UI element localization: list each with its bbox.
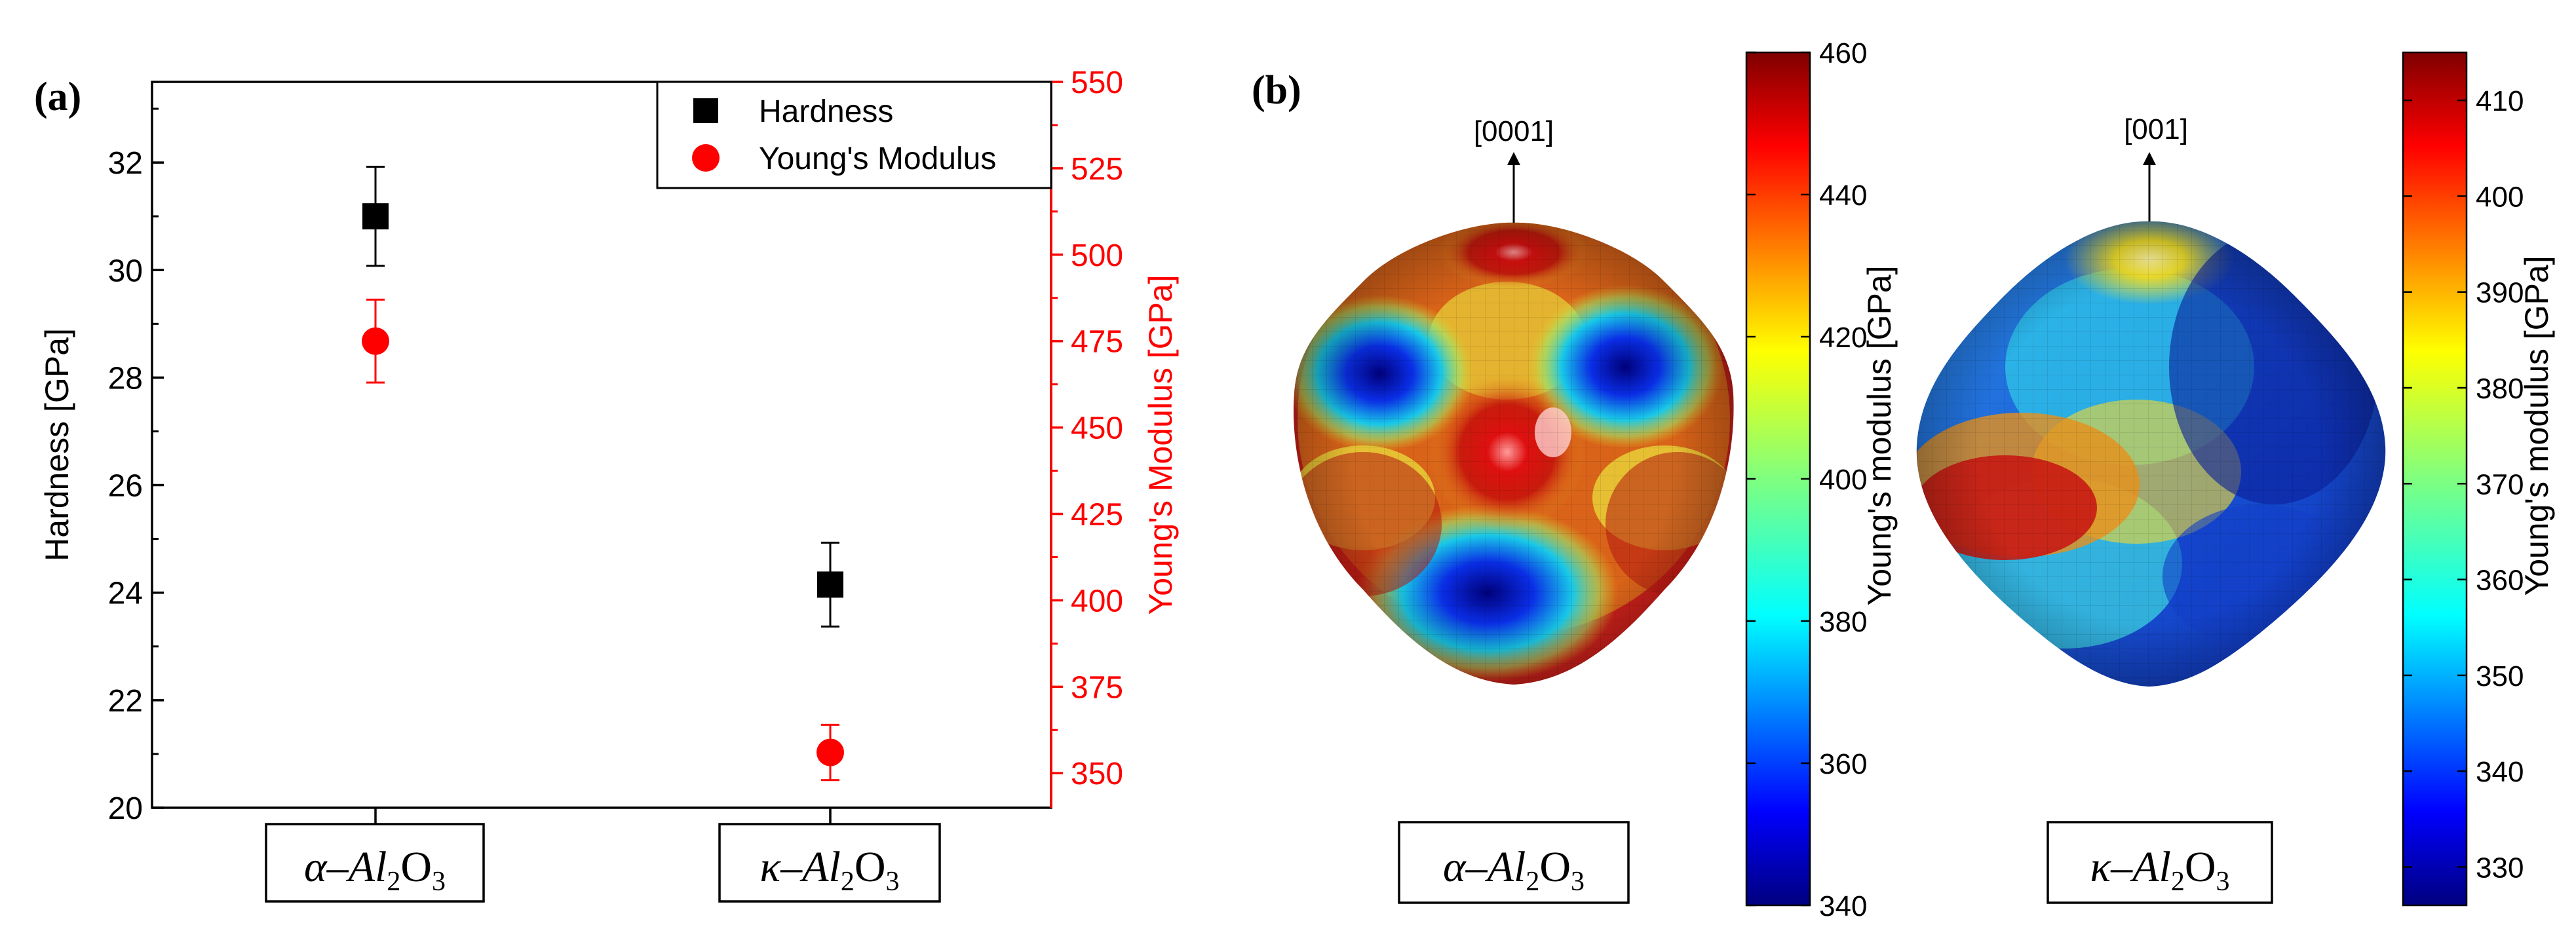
left-tick-label: 32: [108, 146, 143, 181]
colorbar-tick-label: 340: [2476, 756, 2524, 788]
hardness-point: [362, 203, 389, 230]
kappa-arrow-head: [2143, 152, 2156, 165]
alpha-caption-box: [1398, 821, 1630, 904]
alpha-colorbar: [1745, 51, 1811, 907]
kappa-caption-box: [2047, 821, 2273, 904]
kappa-caption: κ–Al2O3: [2090, 843, 2229, 897]
kappa-direction-label: [001]: [2124, 113, 2188, 145]
panel-label-a: (a): [34, 75, 81, 119]
right-axis-label: Young's Modulus [GPa]: [1142, 274, 1179, 614]
legend: Hardness Young's Modulus: [656, 81, 1052, 189]
youngs-modulus-point: [362, 327, 389, 355]
right-tick-label: 350: [1071, 757, 1123, 791]
colorbar-tick-label: 340: [1819, 890, 1867, 922]
right-tick-label: 375: [1071, 670, 1123, 705]
left-tick-label: 24: [108, 576, 143, 611]
right-tick-label: 500: [1071, 238, 1123, 273]
panel-label-b: (b): [1252, 68, 1301, 113]
colorbar-tick-label: 350: [2476, 660, 2524, 692]
colorbar-tick-label: 410: [2476, 85, 2524, 117]
alpha-caption: α–Al2O3: [1443, 843, 1585, 897]
kappa-colorbar-label: Young's modulus [GPa]: [2518, 255, 2555, 595]
right-tick-label: 450: [1071, 411, 1123, 446]
kappa-surface: [001]: [1916, 113, 2386, 687]
colorbar-tick-label: 400: [2476, 181, 2524, 213]
colorbar-tick-label: 360: [2476, 565, 2524, 597]
left-tick-label: 20: [108, 791, 143, 826]
x-tick-label-kappa: κ–Al2O3: [759, 843, 899, 897]
right-axis-ticks: 350 375 400 425 450 475 500 525 550: [1051, 66, 1123, 791]
youngs-modulus-point: [817, 738, 844, 766]
kappa-colorbar: [2402, 51, 2468, 907]
plot-frame: [151, 81, 1052, 809]
colorbar-tick-label: 420: [1819, 322, 1867, 354]
left-tick-label: 22: [108, 684, 143, 719]
colorbar-tick-label: 380: [2476, 373, 2524, 405]
colorbar-tick-label: 370: [2476, 468, 2524, 500]
alpha-surface: [0001]: [1294, 115, 1734, 685]
colorbar-tick-label: 390: [2476, 277, 2524, 309]
hardness-point: [817, 571, 843, 598]
left-axis-ticks: 20 22 24 26 28 30 32: [108, 107, 164, 826]
right-tick-label: 425: [1071, 498, 1123, 533]
legend-hardness-label: Hardness: [759, 94, 893, 129]
alpha-arrow-head: [1507, 152, 1520, 165]
right-tick-label: 475: [1071, 325, 1123, 360]
left-tick-label: 26: [108, 469, 143, 504]
x-label-box-alpha: [265, 823, 485, 903]
left-axis-label: Hardness [GPa]: [39, 328, 75, 561]
right-tick-label: 550: [1071, 66, 1123, 100]
legend-youngs-marker: [692, 144, 720, 172]
alpha-direction-label: [0001]: [1474, 115, 1554, 147]
right-tick-label: 525: [1071, 152, 1123, 187]
alpha-colorbar-label: Young's modulus [GPa]: [1861, 265, 1898, 605]
left-tick-label: 30: [108, 254, 143, 288]
legend-box: [656, 81, 1052, 189]
left-tick-label: 28: [108, 361, 143, 396]
colorbar-tick-label: 440: [1819, 179, 1867, 212]
x-label-box-kappa: [718, 823, 941, 903]
panel-b: (b) [0001]: [1252, 37, 2555, 922]
colorbar-tick-label: 380: [1819, 606, 1867, 638]
panel-a: (a) 20 22 24 26 28 30 32 350 375 400 425 450 475 500…: [34, 66, 1179, 903]
colorbar-tick-label: 400: [1819, 464, 1867, 496]
x-tick-label-alpha: α–Al2O3: [304, 843, 446, 897]
colorbar-tick-label: 360: [1819, 748, 1867, 780]
colorbar-tick-label: 460: [1819, 37, 1867, 69]
alpha-colorbar-ticks: 340 360 380 400 420 440 460: [1746, 37, 1867, 922]
series-layer: [362, 166, 844, 782]
legend-hardness-marker: [693, 98, 718, 123]
legend-youngs-label: Young's Modulus: [759, 142, 996, 176]
right-tick-label: 400: [1071, 584, 1123, 618]
colorbar-tick-label: 330: [2476, 852, 2524, 884]
kappa-colorbar-ticks: 330 340 350 360 370 380 390 400 410: [2403, 85, 2524, 884]
